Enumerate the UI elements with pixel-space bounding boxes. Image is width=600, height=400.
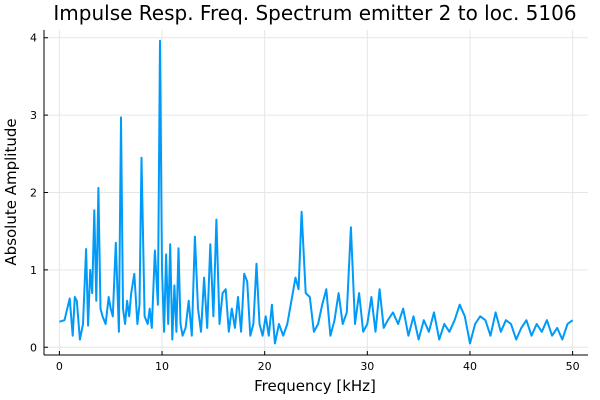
x-axis-label: Frequency [kHz] xyxy=(254,377,376,395)
y-tick-label: 2 xyxy=(30,187,37,200)
y-tick-label: 4 xyxy=(30,32,37,45)
x-tick-label: 50 xyxy=(566,360,580,373)
x-tick-label: 30 xyxy=(360,360,374,373)
spectrum-series-line xyxy=(59,39,574,345)
y-axis-label: Absolute Amplitude xyxy=(2,118,20,265)
x-tick-label: 10 xyxy=(155,360,169,373)
ticks: 0 10 20 30 40 50 0 1 2 3 4 xyxy=(30,32,580,373)
y-tick-label: 1 xyxy=(30,264,37,277)
x-tick-label: 40 xyxy=(463,360,477,373)
x-tick-label: 20 xyxy=(258,360,272,373)
y-tick-label: 3 xyxy=(30,109,37,122)
grid-lines xyxy=(44,30,588,355)
x-tick-label: 0 xyxy=(56,360,63,373)
y-tick-label: 0 xyxy=(30,341,37,354)
plot-area xyxy=(59,39,574,345)
chart-title: Impulse Resp. Freq. Spectrum emitter 2 t… xyxy=(53,1,576,25)
